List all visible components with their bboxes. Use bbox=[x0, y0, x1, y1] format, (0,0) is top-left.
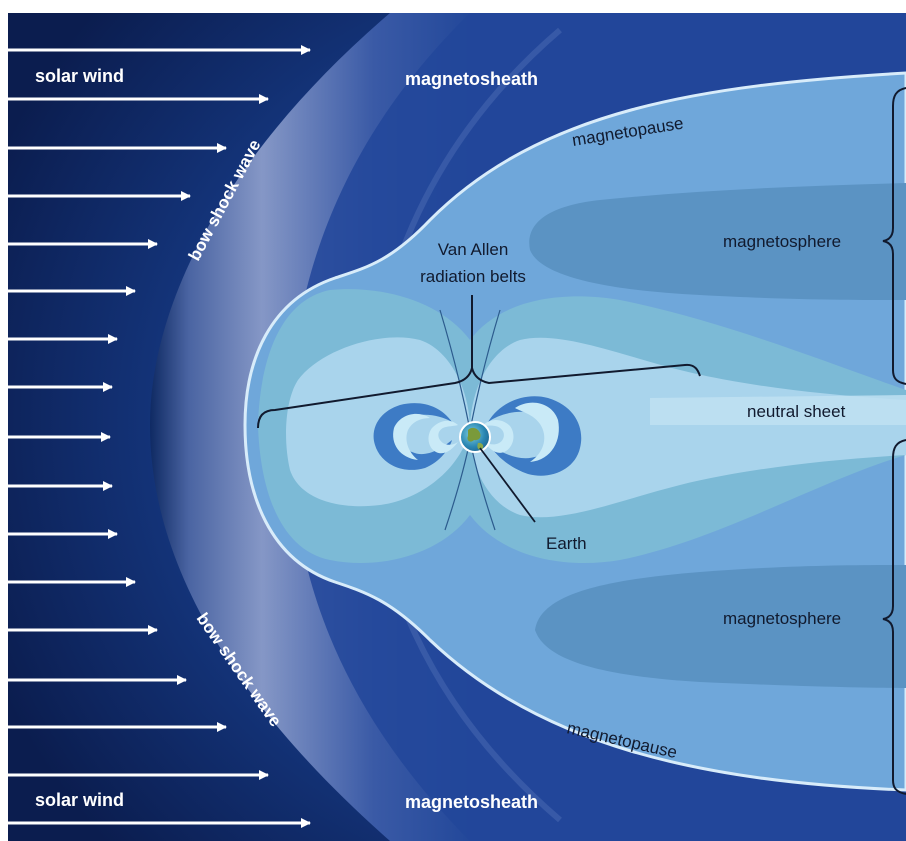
magnetosphere-label-top: magnetosphere bbox=[723, 232, 841, 251]
magnetosheath-label-bottom: magnetosheath bbox=[405, 792, 538, 812]
earth-label: Earth bbox=[546, 534, 587, 553]
neutral-sheet-label: neutral sheet bbox=[747, 402, 846, 421]
earth-globe-icon bbox=[460, 422, 490, 452]
solar-wind-label-top: solar wind bbox=[35, 66, 124, 86]
magnetosheath-label-top: magnetosheath bbox=[405, 69, 538, 89]
van-allen-label-line2: radiation belts bbox=[420, 267, 526, 286]
magnetosphere-label-bottom: magnetosphere bbox=[723, 609, 841, 628]
solar-wind-label-bottom: solar wind bbox=[35, 790, 124, 810]
van-allen-label-line1: Van Allen bbox=[438, 240, 509, 259]
